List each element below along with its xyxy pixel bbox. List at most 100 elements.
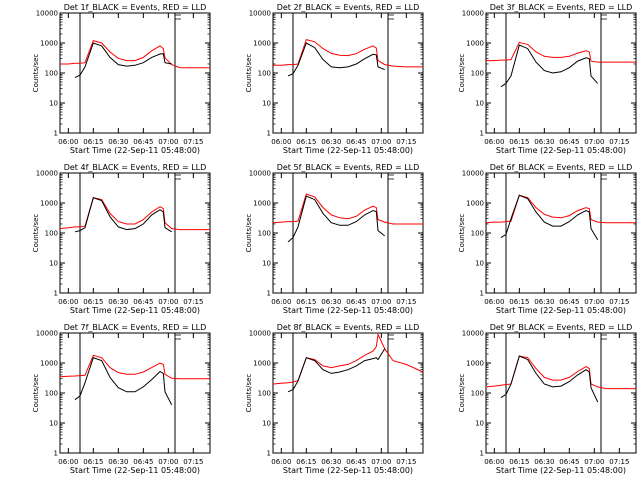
x-tick-label: 06:15 [509, 138, 529, 146]
x-tick-label: 06:45 [346, 138, 366, 146]
panel-5: Det 5f_BLACK = Events, RED = LLD 1 10 100 10… [245, 163, 424, 315]
marker-flag [601, 174, 607, 180]
y-axis-label: Counts/sec [458, 54, 466, 93]
x-tick-label: 07:15 [609, 138, 629, 146]
x-tick-label: 06:15 [509, 298, 529, 306]
x-axis-label: Start Time (22-Sep-11 05:48:00) [496, 146, 626, 155]
x-axis-label: Start Time (22-Sep-11 05:48:00) [283, 306, 413, 315]
lld-series-line [485, 194, 636, 224]
panel-title: Det 9f_BLACK = Events, RED = LLD [490, 323, 633, 332]
y-tick-label: 10 [262, 260, 271, 268]
y-tick-label: 10 [475, 420, 484, 428]
y-axis-label: Counts/sec [458, 374, 466, 413]
y-tick-label: 10 [262, 420, 271, 428]
events-series-line [500, 44, 599, 88]
y-tick-label: 10 [49, 420, 58, 428]
y-tick-label: 10 [475, 100, 484, 108]
x-tick-label: 06:45 [346, 298, 366, 306]
x-axis-label: Start Time (22-Sep-11 05:48:00) [70, 306, 200, 315]
x-tick-label: 06:00 [484, 298, 504, 306]
x-axis-label: Start Time (22-Sep-11 05:48:00) [496, 466, 626, 475]
y-tick-label: 1000 [40, 200, 58, 208]
marker-flag [175, 174, 181, 180]
x-tick-label: 06:30 [534, 458, 554, 466]
x-tick-label: 06:15 [296, 298, 316, 306]
y-tick-label: 10 [49, 100, 58, 108]
y-tick-label: 1 [267, 290, 271, 298]
panel-title: Det 3f_BLACK = Events, RED = LLD [490, 3, 633, 12]
y-tick-label: 10000 [36, 10, 58, 18]
x-tick-label: 07:15 [183, 138, 203, 146]
y-tick-label: 10000 [249, 10, 271, 18]
x-tick-label: 06:45 [133, 298, 153, 306]
x-tick-label: 07:00 [584, 458, 604, 466]
x-tick-label: 07:15 [609, 458, 629, 466]
y-tick-label: 1000 [40, 360, 58, 368]
y-tick-label: 10000 [249, 330, 271, 338]
x-tick-label: 06:15 [83, 298, 103, 306]
y-tick-label: 1000 [466, 40, 484, 48]
panel-4: Det 4f_BLACK = Events, RED = LLD 1 10 100 10… [32, 163, 211, 315]
x-tick-label: 06:00 [271, 458, 291, 466]
x-tick-label: 07:00 [158, 298, 178, 306]
y-axis-label: Counts/sec [32, 54, 40, 93]
x-tick-label: 07:00 [371, 298, 391, 306]
y-axis-label: Counts/sec [458, 214, 466, 253]
events-series-line [287, 42, 385, 77]
marker-flag [175, 14, 181, 20]
x-tick-label: 06:30 [321, 298, 341, 306]
x-tick-label: 06:00 [484, 458, 504, 466]
x-tick-label: 07:15 [609, 298, 629, 306]
plot-frame [272, 332, 424, 454]
events-series-line [287, 348, 386, 393]
panel-7: Det 7f_BLACK = Events, RED = LLD 1 10 100 10… [32, 323, 211, 475]
y-tick-label: 100 [258, 70, 271, 78]
x-tick-label: 06:30 [534, 138, 554, 146]
x-tick-label: 07:00 [371, 138, 391, 146]
x-tick-label: 06:45 [133, 138, 153, 146]
y-tick-label: 100 [471, 70, 484, 78]
x-tick-label: 07:00 [584, 298, 604, 306]
y-tick-label: 10000 [249, 170, 271, 178]
x-tick-label: 06:00 [58, 138, 78, 146]
y-tick-label: 1000 [40, 40, 58, 48]
plot-frame [485, 12, 637, 134]
x-tick-label: 06:30 [321, 458, 341, 466]
y-tick-label: 1000 [253, 200, 271, 208]
marker-flag [388, 334, 394, 340]
panel-1: Det 1f_BLACK = Events, RED = LLD 1 10 100 10… [32, 3, 211, 155]
marker-flag [601, 334, 607, 340]
panel-title: Det 7f_BLACK = Events, RED = LLD [64, 323, 207, 332]
x-tick-label: 06:30 [108, 138, 128, 146]
events-series-line [74, 197, 172, 233]
panel-3: Det 3f_BLACK = Events, RED = LLD 1 10 100 10… [458, 3, 637, 155]
plot-frame [59, 172, 211, 294]
y-tick-label: 1 [480, 290, 484, 298]
x-tick-label: 06:15 [509, 458, 529, 466]
x-tick-label: 06:45 [559, 458, 579, 466]
y-tick-label: 100 [471, 390, 484, 398]
y-axis-label: Counts/sec [245, 374, 253, 413]
y-tick-label: 1 [480, 130, 484, 138]
x-tick-label: 06:15 [296, 138, 316, 146]
marker-flag [388, 174, 394, 180]
panel-title: Det 1f_BLACK = Events, RED = LLD [64, 3, 207, 12]
marker-flag [175, 334, 181, 340]
y-tick-label: 100 [45, 70, 58, 78]
y-tick-label: 10000 [462, 10, 484, 18]
panel-title: Det 2f_BLACK = Events, RED = LLD [277, 3, 420, 12]
y-tick-label: 1 [54, 290, 58, 298]
x-axis-label: Start Time (22-Sep-11 05:48:00) [70, 146, 200, 155]
x-tick-label: 06:00 [271, 298, 291, 306]
lld-series-line [59, 197, 210, 231]
events-series-line [287, 195, 386, 243]
y-axis-label: Counts/sec [245, 54, 253, 93]
y-tick-label: 10000 [462, 170, 484, 178]
x-tick-label: 06:30 [108, 458, 128, 466]
x-tick-label: 06:15 [83, 458, 103, 466]
lld-series-line [60, 39, 210, 69]
lld-series-line [272, 193, 423, 225]
y-tick-label: 1000 [253, 40, 271, 48]
y-tick-label: 10 [475, 260, 484, 268]
